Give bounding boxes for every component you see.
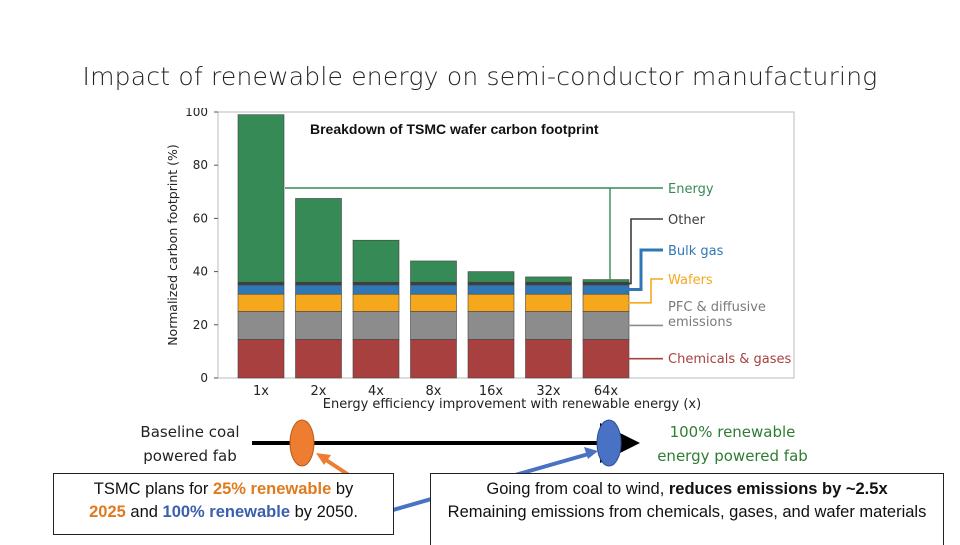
callout-prefix: TSMC plans for — [93, 480, 213, 498]
chart-title: Breakdown of TSMC wafer carbon footprint — [310, 121, 599, 137]
baseline-label-line1: Baseline coal — [140, 423, 240, 441]
renewable-label-line1: 100% renewable — [669, 423, 796, 441]
tsmc-plan-callout: TSMC plans for 25% renewable by 2025 and… — [53, 473, 394, 535]
emissions-bold: reduces emissions by ~2.5x — [668, 480, 888, 498]
baseline-label: Baseline coal powered fab — [120, 420, 260, 468]
x-tick-label: 16x — [479, 384, 504, 399]
bar-segment — [467, 271, 515, 283]
callout-mid2: and — [125, 503, 163, 521]
legend-label: Energy — [668, 182, 714, 197]
y-tick-label: 0 — [200, 371, 208, 385]
bar-segment — [295, 198, 342, 283]
renewable-label-line2: energy powered fab — [657, 447, 808, 465]
bar-segment — [410, 260, 457, 283]
legend-label: Chemicals & gases — [668, 352, 791, 367]
y-tick-label: 60 — [193, 211, 208, 225]
bar-segment — [352, 339, 400, 379]
x-tick-label: 1x — [253, 384, 269, 399]
bar-segment — [410, 339, 457, 379]
bar-segment — [525, 276, 572, 283]
y-axis-label: Normalized carbon footprint (%) — [165, 144, 180, 346]
coal-pointer-head — [316, 453, 331, 465]
bar-segment — [582, 279, 630, 283]
coal-marker — [289, 419, 315, 467]
bar-segment — [525, 339, 572, 379]
legend-label: Wafers — [668, 273, 713, 288]
x-tick-label: 8x — [426, 384, 442, 399]
y-tick-label: 100 — [185, 108, 208, 119]
bar-segment — [295, 339, 342, 379]
emissions-prefix: Going from coal to wind, — [486, 480, 669, 498]
bar-segment — [410, 311, 457, 340]
bar-segment — [237, 339, 285, 379]
legend-label: Other — [668, 213, 706, 228]
callout-pct-2050: 100% renewable — [162, 503, 291, 521]
y-tick-label: 80 — [193, 158, 208, 172]
x-tick-label: 4x — [368, 384, 384, 399]
stacked-bar-chart: 0 20 40 60 80 100 Normalized carbon footprint … — [165, 108, 795, 412]
legend-label: Bulk gas — [668, 244, 724, 259]
callout-mid1: by — [331, 480, 354, 498]
bar-segment — [525, 311, 572, 340]
legend-label: PFC & diffusive — [668, 300, 766, 315]
legend-leader-line — [623, 248, 663, 292]
callout-mid3: by 2050. — [290, 503, 358, 521]
renewable-pointer-head — [584, 447, 598, 459]
callout-pct-2025: 25% renewable — [212, 480, 332, 498]
bar-segment — [352, 311, 400, 340]
x-axis-label: Energy efficiency improvement with renew… — [323, 397, 701, 412]
bar-segment — [467, 339, 515, 379]
emissions-line2: Remaining emissions from chemicals, gase… — [447, 503, 927, 521]
renewable-label: 100% renewable energy powered fab — [640, 420, 825, 468]
bar-segment — [237, 311, 285, 340]
emissions-callout: Going from coal to wind, reduces emissio… — [430, 473, 944, 545]
baseline-label-line2: powered fab — [143, 447, 237, 465]
bar-segment — [467, 311, 515, 340]
y-tick-label: 20 — [193, 318, 208, 332]
bar-segment — [352, 239, 400, 283]
slide-title: Impact of renewable energy on semi-condu… — [82, 62, 878, 91]
bar-segment — [237, 114, 285, 283]
x-tick-label: 2x — [311, 384, 327, 399]
bar-segment — [295, 311, 342, 340]
legend-leader-line — [623, 278, 663, 304]
x-tick-label: 32x — [536, 384, 561, 399]
y-tick-label: 40 — [193, 265, 208, 279]
callout-year-2025: 2025 — [89, 503, 126, 521]
legend-label: emissions — [668, 315, 733, 330]
legend-leader-line — [623, 218, 663, 285]
renewable-marker — [596, 419, 622, 467]
x-tick-label: 64x — [594, 384, 619, 399]
